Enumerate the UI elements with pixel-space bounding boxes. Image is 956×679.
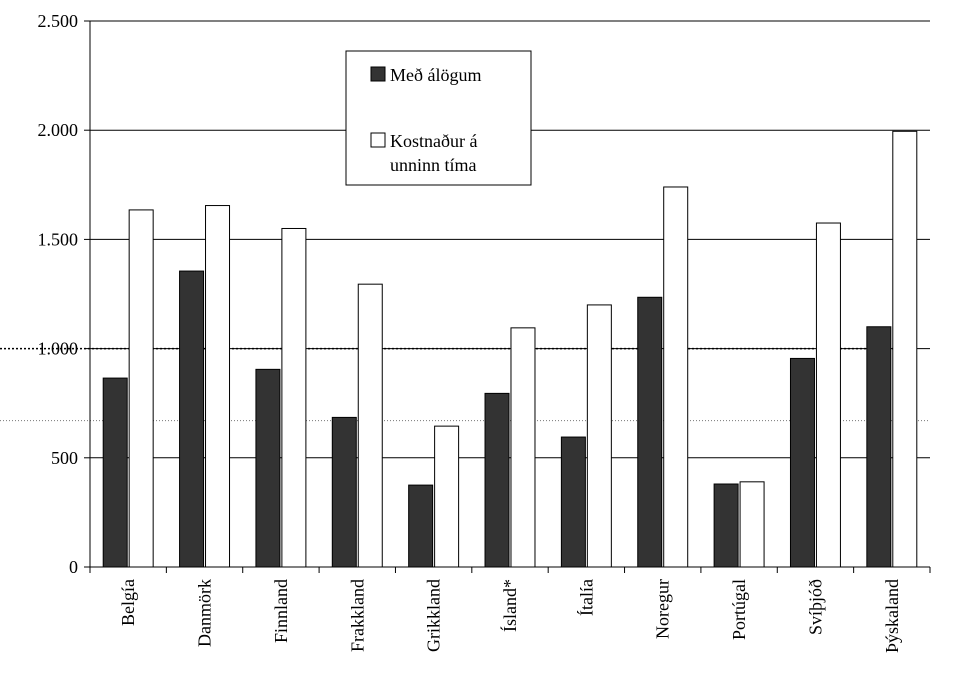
x-category-label: Frakkland xyxy=(347,579,367,652)
x-category-labels: Belgía Danmörk Finnland Frakkland Grikkland Í… xyxy=(118,579,902,653)
legend-label: Með álögum xyxy=(390,65,482,85)
bar-light xyxy=(357,283,383,568)
bar-dark xyxy=(102,377,128,568)
bar-light xyxy=(586,304,612,568)
y-tick-label: 2.000 xyxy=(38,120,79,140)
x-category-label: Grikkland xyxy=(424,579,444,652)
bar-dark xyxy=(484,392,510,568)
legend-label: unninn tíma xyxy=(390,155,477,175)
bar-dark xyxy=(637,296,663,568)
bar-dark xyxy=(866,326,892,568)
x-category-label: Svíþjóð xyxy=(805,579,825,635)
bar-dark xyxy=(560,436,586,568)
x-category-label: Þýskaland xyxy=(882,579,902,653)
bar-light xyxy=(281,227,307,568)
bar-light xyxy=(128,209,154,568)
y-tick-label: 1.000 xyxy=(38,339,79,359)
bar-dark xyxy=(789,357,815,568)
x-category-label: Noregur xyxy=(653,579,673,639)
bar-dark xyxy=(255,368,281,568)
bar-dark xyxy=(331,416,357,568)
reference-lines xyxy=(0,347,930,422)
bar-light xyxy=(663,186,689,568)
y-tick-label: 2.500 xyxy=(38,11,79,31)
legend-swatch xyxy=(370,66,386,82)
x-category-label: Belgía xyxy=(118,579,138,626)
bar-light xyxy=(434,425,460,568)
legend: Með álögum Kostnaður á unninn tíma xyxy=(345,50,532,186)
x-category-label: Danmörk xyxy=(195,579,215,647)
legend-label: Kostnaður á xyxy=(390,131,477,151)
bar-light xyxy=(892,130,918,568)
bar-dark xyxy=(179,270,205,568)
y-tick-labels: 0 500 1.000 1.500 2.000 2.500 xyxy=(38,11,79,577)
bar-light xyxy=(815,222,841,568)
x-category-label: Ísland* xyxy=(499,579,520,632)
x-category-label: Ítalía xyxy=(575,579,596,616)
bar-light xyxy=(510,327,536,568)
bar-dark xyxy=(713,483,739,568)
bar-dark xyxy=(408,484,434,568)
legend-swatch xyxy=(370,132,386,148)
y-tick-label: 0 xyxy=(69,557,78,577)
x-category-label: Finnland xyxy=(271,579,291,643)
bars xyxy=(102,130,918,568)
y-tick-label: 1.500 xyxy=(38,229,79,249)
bar-light xyxy=(739,481,765,568)
y-tick-label: 500 xyxy=(51,448,78,468)
x-category-label: Portúgal xyxy=(729,579,749,640)
bar-light xyxy=(205,205,231,568)
axes xyxy=(84,20,931,573)
